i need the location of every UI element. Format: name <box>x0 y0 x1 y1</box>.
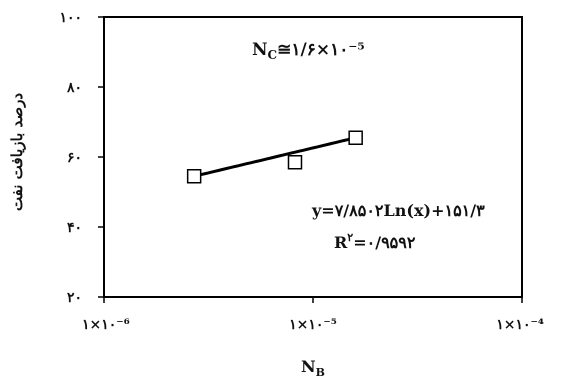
r-squared-label: R۲=۰/۹۵۹۲ <box>334 231 416 252</box>
y-tick-label: ۶۰ <box>67 150 82 166</box>
y-axis-ticks: ۲۰ ۴۰ ۶۰ ۸۰ ۱۰۰ <box>59 10 104 306</box>
nc-annotation: NC≅۱/۶×۱۰⁻⁵ <box>252 40 365 62</box>
data-point <box>287 155 303 170</box>
log-trendline <box>193 136 357 178</box>
x-tick-label: ۱×۱۰⁻⁴ <box>496 317 544 333</box>
y-axis-title: درصد بازیافت نفت <box>8 93 26 211</box>
y-tick-label: ۸۰ <box>66 80 82 96</box>
y-tick-label: ۲۰ <box>67 290 82 306</box>
y-tick-label: ۱۰۰ <box>59 10 82 26</box>
y-tick-label: ۴۰ <box>67 220 82 236</box>
equation-label: y=۷/۸۵۰۲Ln(x)+۱۵۱/۳ <box>311 201 485 220</box>
data-point <box>186 169 202 184</box>
x-axis-title: NB <box>301 357 325 379</box>
trendline-layer <box>193 136 357 178</box>
x-axis-ticks: ۱×۱۰⁻⁶ ۱×۱۰⁻⁵ ۱×۱۰⁻⁴ <box>82 297 544 333</box>
x-tick-label: ۱×۱۰⁻⁵ <box>289 317 337 333</box>
data-points <box>186 130 363 184</box>
x-tick-label: ۱×۱۰⁻⁶ <box>82 317 130 333</box>
data-point <box>348 130 363 145</box>
